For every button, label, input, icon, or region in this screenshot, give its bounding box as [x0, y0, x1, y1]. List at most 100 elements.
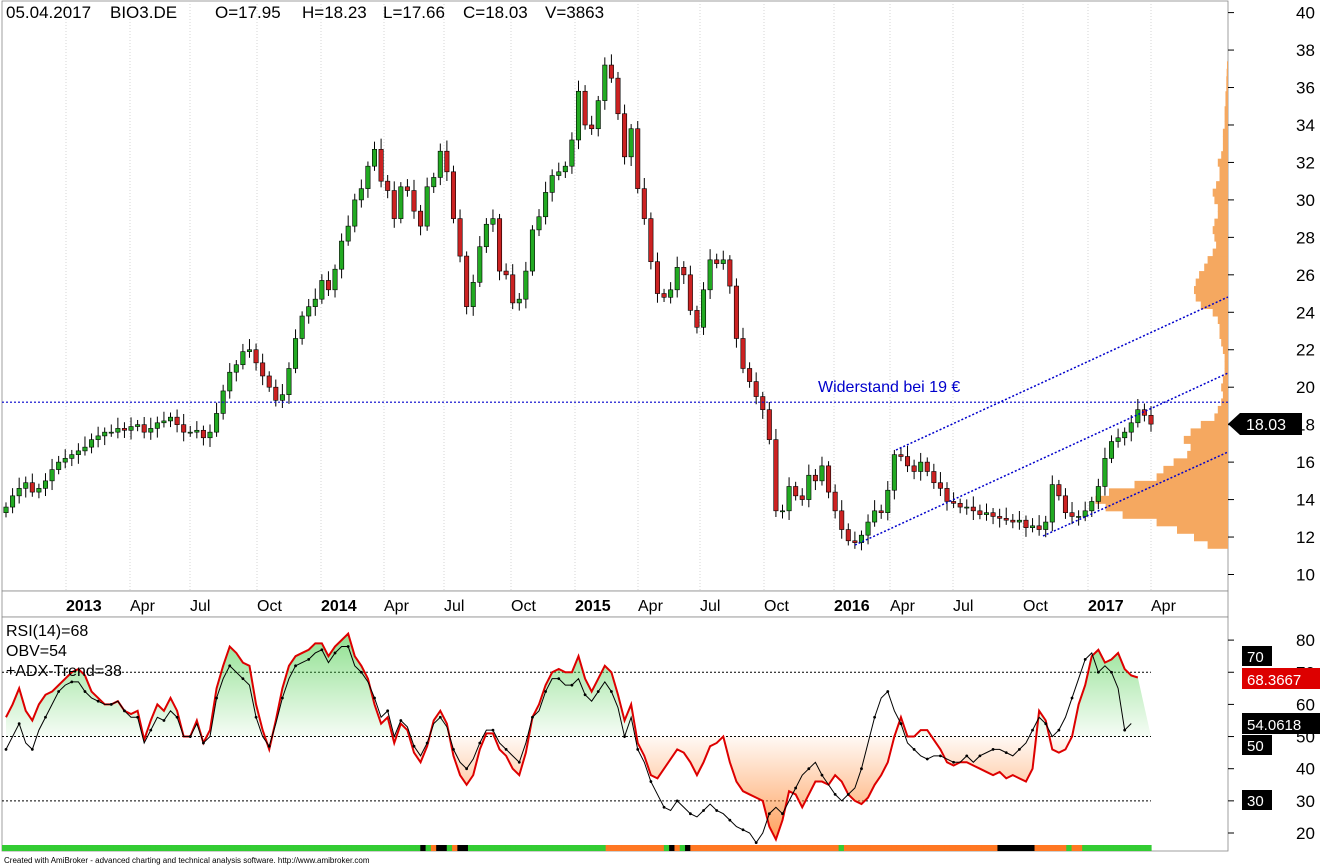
- candle-body: [29, 482, 35, 493]
- candle-body: [108, 431, 114, 434]
- trend-bar-segment: [621, 845, 628, 851]
- trend-channel-line: [1042, 451, 1229, 537]
- trend-channel: [854, 296, 1229, 546]
- candle-body: [1115, 437, 1121, 442]
- trend-bar-segment: [293, 845, 300, 851]
- level-30-text: 30: [1247, 793, 1264, 810]
- volume-profile-bar: [1212, 248, 1228, 257]
- price-tick-label: 14: [1296, 491, 1315, 510]
- obv-point: [162, 719, 166, 722]
- trend-bar-segment: [467, 845, 474, 851]
- trend-bar-segment: [923, 845, 930, 851]
- candle-body: [299, 315, 305, 339]
- candle-body: [779, 510, 785, 513]
- candle-body: [720, 259, 726, 264]
- trend-bar-segment: [245, 845, 252, 851]
- candle-body: [36, 488, 42, 493]
- candle-body: [102, 431, 108, 437]
- price-tick-label: 40: [1296, 4, 1315, 23]
- volume-profile-bar: [1190, 443, 1228, 452]
- candle-body: [490, 218, 496, 225]
- trend-bar-segment: [17, 845, 24, 851]
- trend-bar-segment: [1060, 845, 1067, 851]
- candle-body: [1109, 441, 1115, 459]
- obv-point: [123, 709, 126, 713]
- volume-profile-bar: [1187, 450, 1228, 459]
- candle-body: [793, 486, 799, 497]
- trend-bar-segment: [335, 845, 342, 851]
- obv-value-tag: 54.0618: [1242, 713, 1320, 734]
- level-70-text: 70: [1247, 649, 1264, 666]
- volume-profile-bar: [1222, 375, 1228, 384]
- trend-bar-segment: [425, 845, 432, 851]
- trend-bar-segment: [547, 845, 554, 851]
- volume-profile-bar: [1217, 203, 1228, 212]
- trend-bar-segment: [123, 845, 130, 851]
- trend-bar-segment: [775, 845, 781, 851]
- candle-body: [766, 409, 772, 440]
- candle-body: [694, 310, 700, 328]
- trend-bar-segment: [690, 845, 697, 851]
- candle-body: [747, 368, 753, 382]
- trend-bar-segment: [960, 845, 967, 851]
- candle-body: [727, 259, 733, 287]
- header-volume: V=3863: [545, 3, 604, 22]
- trend-bar-segment: [494, 845, 501, 851]
- trend-bar-segment: [902, 845, 909, 851]
- header-high: H=18.23: [302, 3, 367, 22]
- obv-point: [794, 786, 798, 790]
- obv-point: [1057, 728, 1061, 732]
- trend-bar-segment: [515, 845, 522, 851]
- candle-body: [1089, 501, 1095, 512]
- candle-body: [872, 510, 878, 523]
- candle-body: [424, 186, 430, 227]
- candle-body: [1030, 525, 1036, 528]
- candle-body: [733, 285, 739, 339]
- trend-bar-segment: [769, 845, 776, 851]
- candle-body: [253, 349, 259, 364]
- time-tick-label: Oct: [257, 598, 282, 615]
- time-axis: 2013 Apr Jul Oct 2014 Apr Jul Oct 2015 Apr Jul Oct 2…: [66, 598, 1177, 615]
- candle-body: [707, 259, 713, 291]
- trend-bar-segment: [393, 845, 400, 851]
- trend-bar-segment: [843, 845, 850, 851]
- volume-profile-bar: [1195, 293, 1228, 302]
- obv-point: [320, 648, 324, 652]
- candle-body: [49, 469, 55, 482]
- obv-value-text: 54.0618: [1247, 717, 1301, 734]
- price-tick-label: 28: [1296, 228, 1315, 247]
- trend-bar-segment: [748, 845, 755, 851]
- candle-body: [56, 461, 62, 470]
- trend-bar-segment: [970, 845, 977, 851]
- volume-profile-bar: [1217, 158, 1228, 167]
- candle-body: [582, 90, 588, 126]
- trend-bar-segment: [833, 845, 840, 851]
- trend-bar-segment: [563, 845, 570, 851]
- trend-bar-segment: [722, 845, 729, 851]
- rsi-line: [5, 631, 1139, 842]
- obv-point: [1110, 670, 1113, 674]
- candle-body: [674, 267, 680, 291]
- volume-profile-bar: [1163, 465, 1228, 474]
- trend-bar-segment: [849, 845, 856, 851]
- header-date: 05.04.2017: [6, 3, 91, 22]
- trend-bar-segment: [287, 845, 294, 851]
- trend-bar-segment: [817, 845, 824, 851]
- trend-bar-segment: [1082, 845, 1089, 851]
- last-price-value: 18.03: [1246, 417, 1286, 434]
- trend-bar-segment: [113, 845, 120, 851]
- trend-bar-segment: [49, 845, 56, 851]
- obv-point: [280, 696, 284, 700]
- candle-body: [135, 424, 141, 427]
- trend-bar-segment: [1050, 845, 1057, 851]
- candle-body: [1023, 519, 1029, 528]
- obv-point: [610, 690, 613, 693]
- volume-profile-bar: [1212, 226, 1228, 235]
- volume-profile-bar: [1224, 353, 1228, 362]
- trend-bar-segment: [1140, 845, 1147, 851]
- obv-point: [912, 748, 916, 751]
- trend-bar-segment: [362, 845, 368, 851]
- time-tick-label: Jul: [444, 598, 464, 615]
- trend-bar-segment: [1008, 845, 1014, 851]
- trend-bar-segment: [1113, 845, 1120, 851]
